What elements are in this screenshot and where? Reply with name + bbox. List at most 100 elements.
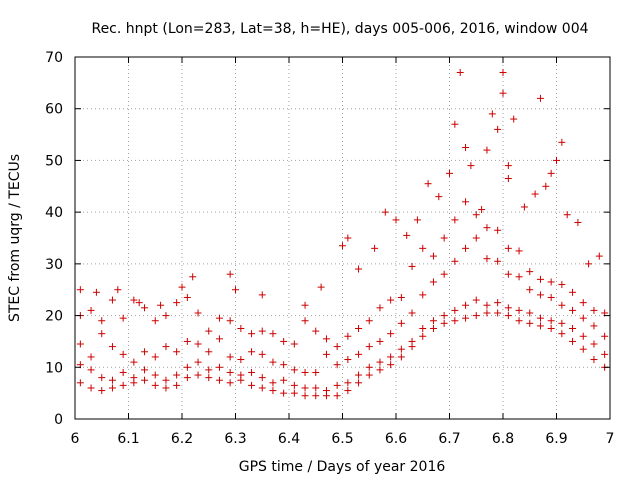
data-point <box>119 381 127 389</box>
data-point <box>536 314 544 322</box>
data-point <box>462 198 470 206</box>
data-point <box>301 384 309 392</box>
data-point <box>151 317 159 325</box>
data-point <box>499 89 507 97</box>
data-point <box>413 216 421 224</box>
data-point <box>151 371 159 379</box>
data-point <box>526 309 534 317</box>
data-point <box>387 361 395 369</box>
data-point <box>108 376 116 384</box>
x-tick-label: 6.8 <box>492 431 514 447</box>
data-point <box>504 270 512 278</box>
data-point <box>365 317 373 325</box>
data-point <box>76 340 84 348</box>
data-point <box>301 392 309 400</box>
data-point <box>510 115 518 123</box>
data-point <box>504 312 512 320</box>
data-point <box>440 312 448 320</box>
data-point <box>162 376 170 384</box>
data-point <box>248 368 256 376</box>
data-point <box>92 288 100 296</box>
data-point <box>87 366 95 374</box>
data-point <box>483 301 491 309</box>
data-point <box>183 293 191 301</box>
data-point <box>408 309 416 317</box>
data-point <box>87 384 95 392</box>
data-point <box>76 379 84 387</box>
data-point <box>579 332 587 340</box>
data-point <box>558 319 566 327</box>
data-point <box>408 337 416 345</box>
data-point <box>387 296 395 304</box>
x-tick-label: 6.1 <box>117 431 139 447</box>
data-point <box>226 317 234 325</box>
data-point <box>381 208 389 216</box>
data-point <box>429 325 437 332</box>
data-point <box>194 309 202 317</box>
data-point <box>392 216 400 224</box>
data-point <box>162 343 170 351</box>
data-point <box>183 363 191 371</box>
data-point <box>232 286 239 294</box>
data-point <box>280 389 288 397</box>
data-point <box>290 381 298 389</box>
data-point <box>590 340 598 348</box>
data-point <box>119 314 127 322</box>
data-point <box>141 348 149 356</box>
data-point <box>499 69 507 77</box>
data-point <box>462 144 470 151</box>
data-point <box>536 291 544 299</box>
data-point <box>119 368 127 376</box>
data-point <box>226 270 234 278</box>
data-point <box>547 293 555 301</box>
data-point <box>178 283 186 291</box>
data-point <box>333 343 341 351</box>
data-point <box>585 260 593 268</box>
data-point <box>173 348 181 356</box>
data-point <box>194 358 202 366</box>
data-point <box>87 306 95 314</box>
data-point <box>317 283 325 291</box>
data-point <box>130 296 138 304</box>
data-point <box>322 387 330 395</box>
data-point <box>504 175 512 183</box>
data-point <box>333 392 341 400</box>
data-point <box>504 162 512 170</box>
data-point <box>312 327 320 335</box>
data-point <box>173 371 181 379</box>
data-point <box>162 312 170 320</box>
data-point <box>183 374 191 382</box>
chart-title: Rec. hnpt (Lon=283, Lat=38, h=HE), days … <box>91 21 588 37</box>
x-tick-label: 6.4 <box>278 431 300 447</box>
data-point <box>574 218 582 226</box>
data-point <box>478 206 486 214</box>
data-point <box>504 244 512 252</box>
data-point <box>248 381 256 389</box>
data-point <box>462 314 470 322</box>
data-point <box>515 317 523 325</box>
data-point <box>590 306 598 314</box>
data-point <box>547 169 555 177</box>
data-point <box>237 356 245 364</box>
data-point <box>333 381 341 389</box>
data-point <box>419 291 427 299</box>
data-point <box>301 301 309 309</box>
data-point <box>312 368 320 376</box>
data-point <box>248 348 256 356</box>
data-point <box>280 337 288 345</box>
data-point <box>119 350 127 358</box>
data-point <box>494 226 502 234</box>
data-point <box>355 350 363 358</box>
data-points-layer <box>76 69 609 400</box>
y-tick-label: 30 <box>45 257 63 273</box>
data-point <box>579 299 587 307</box>
data-point <box>258 374 266 382</box>
data-point <box>429 317 437 325</box>
data-point <box>579 314 587 322</box>
data-point <box>322 350 330 358</box>
data-point <box>494 257 502 265</box>
data-point <box>408 262 416 270</box>
data-point <box>215 335 223 343</box>
data-point <box>194 340 202 348</box>
